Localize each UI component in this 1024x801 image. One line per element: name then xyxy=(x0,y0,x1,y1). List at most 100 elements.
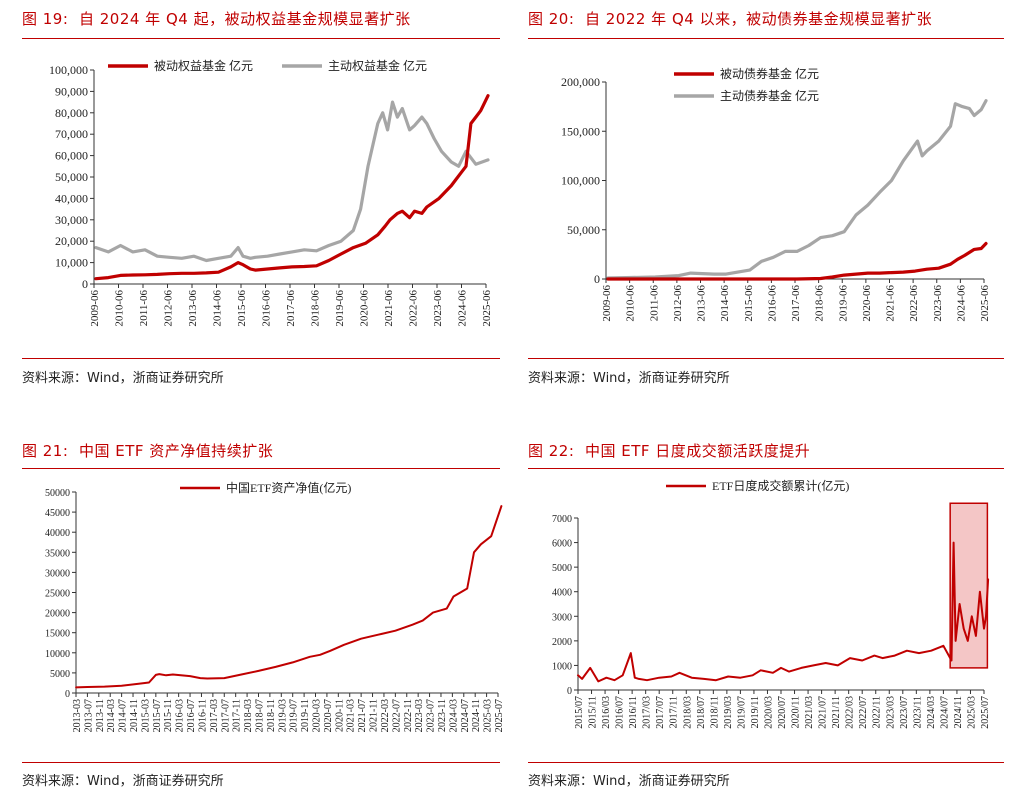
x-tick-label: 2019/07 xyxy=(736,696,747,729)
figure-label: 图 21: xyxy=(22,442,69,460)
x-tick-label: 2017/11 xyxy=(669,696,680,728)
x-tick-label: 2016/11 xyxy=(628,696,639,728)
x-tick-label: 2021/07 xyxy=(818,696,829,729)
title-rule xyxy=(528,468,1004,469)
y-tick-label: 50,000 xyxy=(55,170,88,184)
x-tick-label: 2014-06 xyxy=(719,285,731,322)
x-tick-label: 2011-06 xyxy=(138,290,150,327)
figure-title: 图 22: 中国 ETF 日度成交额活跃度提升 xyxy=(528,440,810,461)
x-tick-label: 2025-03 xyxy=(483,699,494,732)
figure-title: 图 21: 中国 ETF 资产净值持续扩张 xyxy=(22,440,273,461)
x-tick-label: 2016-06 xyxy=(261,290,273,327)
x-tick-label: 2016-03 xyxy=(175,699,186,732)
x-tick-label: 2023-06 xyxy=(932,285,944,322)
x-tick-label: 2010-06 xyxy=(625,285,637,322)
figure-label: 图 19: xyxy=(22,10,69,28)
x-tick-label: 2018-11 xyxy=(266,699,277,732)
x-tick-label: 2017-06 xyxy=(285,290,297,327)
y-tick-label: 0 xyxy=(82,277,88,291)
x-tick-label: 2021-03 xyxy=(346,699,357,732)
y-tick-label: 7000 xyxy=(552,514,572,525)
x-tick-label: 2024-06 xyxy=(955,285,967,322)
x-tick-label: 2022/07 xyxy=(858,696,869,729)
x-tick-label: 2022/11 xyxy=(872,696,883,728)
x-tick-label: 2015-06 xyxy=(743,285,755,322)
title-rule xyxy=(528,38,1004,39)
x-tick-label: 2020/03 xyxy=(763,696,774,729)
x-tick-label: 2013-06 xyxy=(187,290,199,327)
x-tick-label: 2025/03 xyxy=(966,696,977,729)
x-tick-label: 2021-07 xyxy=(357,699,368,732)
x-tick-label: 2012-06 xyxy=(672,285,684,322)
x-tick-label: 2022-06 xyxy=(908,285,920,322)
series-line-1 xyxy=(75,505,503,689)
figure-caption: 自 2024 年 Q4 起，被动权益基金规模显著扩张 xyxy=(78,10,411,28)
x-tick-label: 2019-03 xyxy=(277,699,288,732)
x-tick-label: 2017-11 xyxy=(232,699,243,732)
x-tick-label: 2018-07 xyxy=(254,699,265,732)
legend-label: 主动权益基金 亿元 xyxy=(328,58,427,73)
y-tick-label: 10,000 xyxy=(55,256,88,270)
x-tick-label: 2017/07 xyxy=(655,696,666,729)
x-tick-label: 2022-07 xyxy=(391,699,402,732)
chart-fig20: 0 50,000 100,000 150,000 200,000 2009-06 2010-… xyxy=(561,66,991,322)
x-tick-label: 2015-03 xyxy=(140,699,151,732)
x-tick-label: 2017-06 xyxy=(790,285,802,322)
x-tick-label: 2022/03 xyxy=(845,696,856,729)
y-tick-label: 2000 xyxy=(552,637,572,648)
x-tick-label: 2023-06 xyxy=(432,290,444,327)
x-tick-label: 2024/03 xyxy=(926,696,937,729)
source-rule xyxy=(22,358,500,359)
x-tick-label: 2015-07 xyxy=(152,699,163,732)
y-tick-label: 10000 xyxy=(45,649,70,660)
legend-label: ETF日度成交额累计(亿元) xyxy=(712,478,849,493)
x-tick-label: 2020-06 xyxy=(359,290,371,327)
source-note: 资料来源：Wind，浙商证券研究所 xyxy=(22,774,224,789)
legend-label: 被动权益基金 亿元 xyxy=(154,58,253,73)
x-tick-label: 2024-07 xyxy=(460,699,471,732)
x-tick-label: 2017-07 xyxy=(220,699,231,732)
figure-label: 图 20: xyxy=(528,10,575,28)
x-tick-label: 2015/07 xyxy=(574,696,585,729)
figure-caption: 自 2022 年 Q4 以来，被动债券基金规模显著扩张 xyxy=(584,10,933,28)
x-tick-label: 2016-07 xyxy=(186,699,197,732)
x-tick-label: 2024-03 xyxy=(448,699,459,732)
x-tick-label: 2024/11 xyxy=(953,696,964,728)
x-tick-label: 2013-06 xyxy=(696,285,708,322)
series-line-1 xyxy=(94,94,490,281)
x-tick-label: 2013-11 xyxy=(95,699,106,732)
y-tick-label: 25000 xyxy=(45,589,70,600)
x-tick-label: 2019-11 xyxy=(300,699,311,732)
x-tick-label: 2024-06 xyxy=(457,290,469,327)
series-line-2 xyxy=(606,99,988,280)
figure-caption: 中国 ETF 日度成交额活跃度提升 xyxy=(584,442,811,460)
x-tick-label: 2020/11 xyxy=(791,696,802,728)
y-tick-label: 5000 xyxy=(50,669,70,680)
x-tick-label: 2023/11 xyxy=(912,696,923,728)
y-tick-label: 35000 xyxy=(45,548,70,559)
x-tick-label: 2016/03 xyxy=(601,696,612,729)
y-tick-label: 70,000 xyxy=(55,127,88,141)
series-line-1 xyxy=(577,541,990,683)
y-tick-label: 40000 xyxy=(45,528,70,539)
x-tick-label: 2024-11 xyxy=(471,699,482,732)
x-tick-label: 2021/03 xyxy=(804,696,815,729)
x-tick-label: 2020-11 xyxy=(334,699,345,732)
highlight-box xyxy=(949,502,989,669)
figure-caption: 中国 ETF 资产净值持续扩张 xyxy=(78,442,274,460)
figure-label: 图 22: xyxy=(528,442,575,460)
x-tick-label: 2021-06 xyxy=(383,290,395,327)
x-tick-label: 2015-11 xyxy=(163,699,174,732)
x-tick-label: 2013-07 xyxy=(83,699,94,732)
x-tick-label: 2009-06 xyxy=(89,290,101,327)
y-tick-label: 90,000 xyxy=(55,84,88,98)
source-note: 资料来源：Wind，浙商证券研究所 xyxy=(528,371,730,386)
y-tick-label: 6000 xyxy=(552,539,572,550)
y-tick-label: 200,000 xyxy=(561,75,600,89)
x-tick-label: 2023-11 xyxy=(437,699,448,732)
y-tick-label: 5000 xyxy=(552,563,572,574)
x-tick-label: 2025-07 xyxy=(494,699,505,732)
x-tick-label: 2014-11 xyxy=(129,699,140,732)
x-tick-label: 2011-06 xyxy=(648,285,660,322)
source-note: 资料来源：Wind，浙商证券研究所 xyxy=(22,371,224,386)
